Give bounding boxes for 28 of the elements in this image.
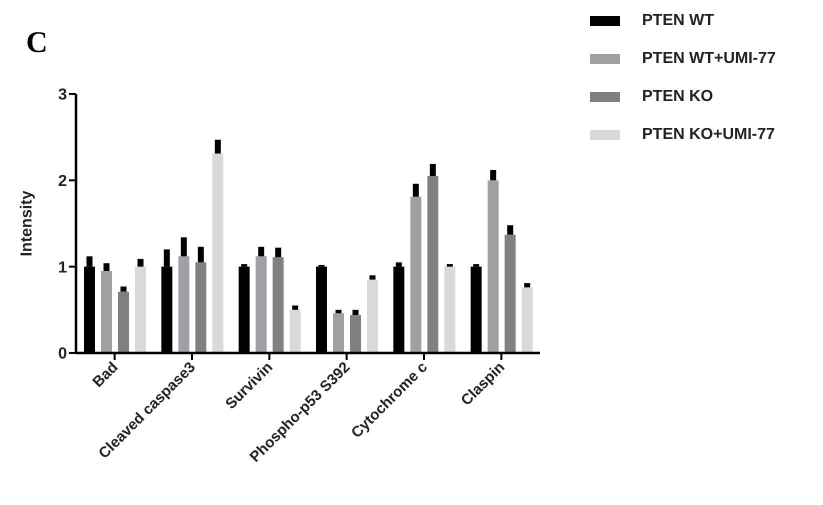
bar	[504, 234, 516, 353]
bar	[290, 310, 301, 353]
bar	[272, 257, 284, 353]
bar	[427, 176, 438, 353]
legend-label: PTEN WT	[642, 12, 714, 30]
bar	[256, 256, 267, 353]
bar	[195, 262, 206, 353]
y-tick-label: 3	[58, 86, 68, 104]
bar	[178, 256, 190, 353]
chart-title: C	[26, 26, 48, 60]
y-tick-label: 2	[58, 173, 68, 190]
bar	[118, 292, 129, 353]
bar	[488, 180, 499, 353]
bar	[350, 315, 361, 353]
bar	[212, 154, 224, 353]
y-tick-label: 1	[58, 259, 68, 276]
y-tick-label: 0	[58, 346, 68, 363]
bar	[367, 280, 378, 353]
legend-label: PTEN KO	[642, 88, 714, 106]
bar	[444, 266, 456, 353]
legend-label: PTEN WT+UMI-77	[642, 50, 776, 68]
bar	[522, 287, 533, 353]
bar	[135, 266, 146, 353]
bar	[410, 196, 422, 353]
y-axis-title: Intensity	[18, 190, 36, 256]
bar	[333, 313, 344, 353]
bar	[101, 270, 112, 353]
legend-label: PTEN KO+UMI-77	[642, 126, 775, 144]
